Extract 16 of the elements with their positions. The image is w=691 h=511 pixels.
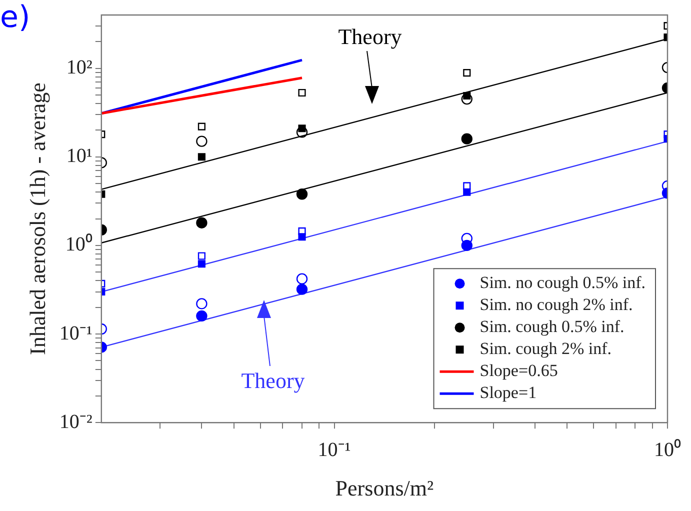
x-axis-title: Persons/m² xyxy=(335,476,434,501)
y-tick-label: 10² xyxy=(66,56,92,79)
chart-title: e) xyxy=(0,0,30,35)
y-axis-title: Inhaled aerosols (1h) - average xyxy=(24,82,50,356)
legend-label: Sim. cough 2% inf. xyxy=(480,339,612,358)
legend-label: Slope=0.65 xyxy=(480,361,558,380)
legend-label: Slope=1 xyxy=(480,383,537,402)
annotation: Theory xyxy=(241,368,305,394)
y-tick-label: 10⁻¹ xyxy=(59,322,92,344)
legend-label: Sim. no cough 0.5% inf. xyxy=(480,273,646,292)
legend-label: Sim. no cough 2% inf. xyxy=(480,295,633,314)
y-tick-label: 10⁰ xyxy=(65,232,92,256)
legend-label: Sim. cough 0.5% inf. xyxy=(480,317,624,336)
annotation: Theory xyxy=(338,24,402,50)
y-tick-label: 10¹ xyxy=(66,145,92,168)
y-tick-label: 10⁻² xyxy=(59,410,92,433)
